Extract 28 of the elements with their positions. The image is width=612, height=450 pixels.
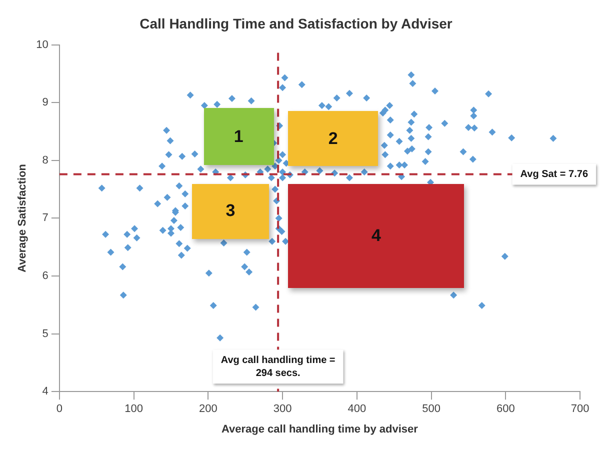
annotation: 1 — [234, 126, 244, 147]
annotation: 3 — [226, 201, 236, 222]
quadrant-box: 3 — [192, 184, 270, 239]
x-axis-title: Average call handling time by adviser — [221, 423, 419, 436]
y-tick-label: 4 — [42, 386, 48, 398]
quadrant-box: 2 — [288, 111, 378, 166]
x-tick-label: 700 — [570, 403, 590, 416]
annotation: 4 — [371, 226, 381, 246]
x-tick-label: 100 — [124, 403, 143, 416]
quadrant-box: 4 — [288, 184, 464, 288]
y-tick-label: 8 — [42, 154, 48, 166]
x-tick-label: 600 — [496, 403, 515, 416]
quadrant-box: 1 — [204, 108, 274, 166]
x-tick-label: 300 — [273, 403, 292, 416]
y-tick-label: 5 — [42, 328, 48, 340]
y-tick-label: 7 — [42, 212, 48, 224]
x-tick-label: 200 — [198, 403, 218, 416]
y-axis-title: Average Satisfaction — [16, 164, 29, 272]
y-tick-label: 9 — [42, 96, 48, 109]
annotation: 2 — [328, 128, 338, 149]
y-tick-label: 6 — [42, 270, 48, 282]
y-tick-label: 10 — [36, 38, 48, 51]
x-tick-label: 0 — [56, 403, 62, 416]
chart-title: Call Handling Time and Satisfaction by Adviser — [140, 15, 453, 32]
x-tick-label: 400 — [348, 403, 366, 416]
ref-line-label: Avg call handling time = 294 secs. — [220, 354, 336, 379]
ref-line-label: Avg Sat = 7.76 — [520, 169, 588, 180]
x-tick-label: 500 — [422, 403, 440, 416]
